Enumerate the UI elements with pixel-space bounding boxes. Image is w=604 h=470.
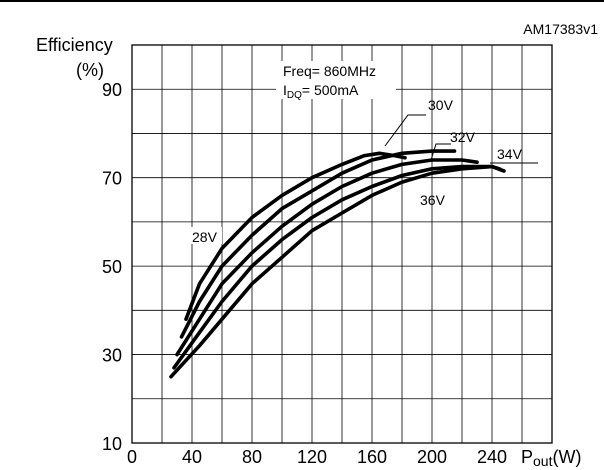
leader-30v bbox=[384, 114, 426, 147]
y-tick-label: 10 bbox=[102, 434, 122, 454]
series-line-36v bbox=[169, 164, 502, 379]
idq-main: I bbox=[283, 82, 287, 98]
figure-code: AM17383v1 bbox=[523, 21, 598, 37]
label-36v: 36V bbox=[420, 192, 446, 208]
x-tick-label: 0 bbox=[127, 447, 137, 467]
x-tick-label: 160 bbox=[357, 447, 387, 467]
label-30v: 30V bbox=[428, 97, 454, 113]
x-tick-label: 120 bbox=[297, 447, 327, 467]
series-line-34v bbox=[172, 164, 506, 370]
y-tick-label: 90 bbox=[102, 80, 122, 100]
top-rule bbox=[0, 0, 604, 2]
label-32v: 32V bbox=[450, 129, 476, 145]
x-axis-sub: out bbox=[533, 453, 553, 469]
annotation-bg bbox=[276, 61, 396, 99]
series-line-30v bbox=[179, 149, 457, 339]
series-labels: 28V 30V 32V 34V 36V bbox=[190, 97, 538, 245]
y-tick-label: 70 bbox=[102, 169, 122, 189]
x-axis-unit: (W) bbox=[552, 447, 581, 467]
series-line-28v bbox=[184, 151, 407, 321]
label-28v: 28V bbox=[192, 229, 218, 245]
series-line-32v bbox=[175, 158, 479, 357]
idq-annotation: IDQ= 500mA bbox=[283, 82, 359, 101]
x-tick-label: 240 bbox=[477, 447, 507, 467]
series-lines bbox=[169, 149, 506, 379]
x-axis-label: Pout(W) bbox=[521, 447, 581, 469]
y-axis-unit: (%) bbox=[76, 60, 104, 80]
plot-frame bbox=[131, 44, 553, 444]
label-34v: 34V bbox=[497, 146, 523, 162]
leader-32v bbox=[430, 143, 451, 161]
y-tick-label: 50 bbox=[102, 257, 122, 277]
x-tick-label: 80 bbox=[242, 447, 262, 467]
x-tick-label: 40 bbox=[182, 447, 202, 467]
idq-sub: DQ bbox=[287, 90, 302, 101]
y-axis-label: Efficiency bbox=[36, 35, 113, 55]
tick-labels: 0 40 80 120 160 200 240 10 30 50 70 90 bbox=[102, 80, 507, 467]
freq-annotation: Freq= 860MHz bbox=[283, 63, 376, 79]
x-axis-main: P bbox=[521, 447, 533, 467]
y-tick-label: 30 bbox=[102, 346, 122, 366]
idq-value: = 500mA bbox=[302, 82, 359, 98]
x-tick-label: 200 bbox=[417, 447, 447, 467]
